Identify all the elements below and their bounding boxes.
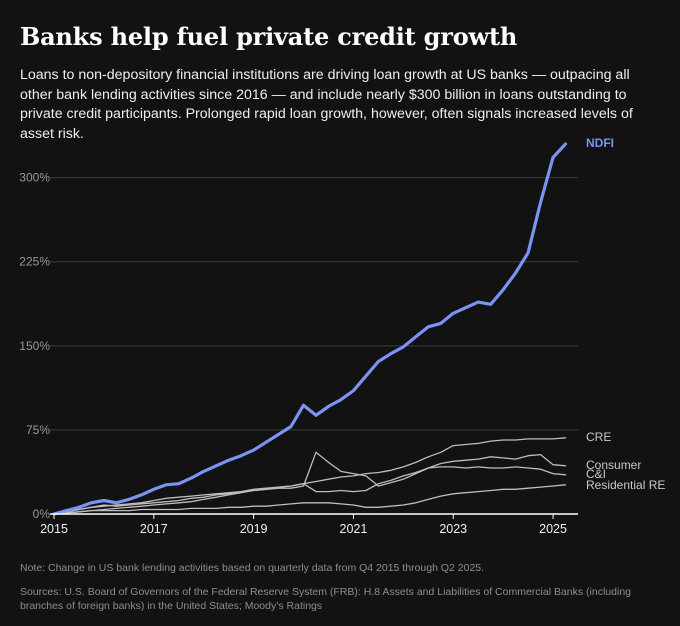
x-axis: 2015 2017 2019 2021 2023 2025 — [40, 513, 578, 536]
y-tick-label: 75% — [26, 423, 50, 437]
chart-note: Note: Change in US bank lending activiti… — [20, 562, 485, 574]
series-label-c-i: C&I — [586, 467, 606, 481]
y-tick-label: 225% — [19, 255, 50, 269]
series-line-ndfi — [52, 142, 568, 516]
x-tick-label: 2017 — [140, 522, 168, 536]
series-label-cre: CRE — [586, 430, 611, 444]
chart-title: Banks help fuel private credit growth — [20, 22, 518, 51]
series-line-cre — [53, 437, 567, 515]
y-tick-label: 0% — [33, 507, 51, 521]
y-axis-tick-labels: 0% 75% 150% 225% 300% — [19, 171, 50, 521]
series-lines — [52, 142, 568, 516]
y-tick-label: 150% — [19, 339, 50, 353]
x-tick-label: 2021 — [340, 522, 368, 536]
series-label-consumer: Consumer — [586, 458, 641, 472]
x-tick-label: 2023 — [439, 522, 467, 536]
x-tick-label: 2019 — [240, 522, 268, 536]
x-tick-label: 2015 — [40, 522, 68, 536]
gridlines — [50, 177, 578, 431]
y-tick-label: 300% — [19, 171, 50, 185]
chart-sources: Sources: U.S. Board of Governors of the … — [20, 586, 631, 612]
x-tick-label: 2025 — [539, 522, 567, 536]
series-line-c-i — [53, 466, 567, 515]
chart-subtitle: Loans to non-depository financial instit… — [20, 67, 633, 142]
series-label-ndfi: NDFI — [586, 136, 614, 150]
series-line-residential-re — [53, 484, 567, 515]
series-label-residential-re: Residential RE — [586, 478, 665, 492]
series-line-consumer — [53, 451, 567, 515]
